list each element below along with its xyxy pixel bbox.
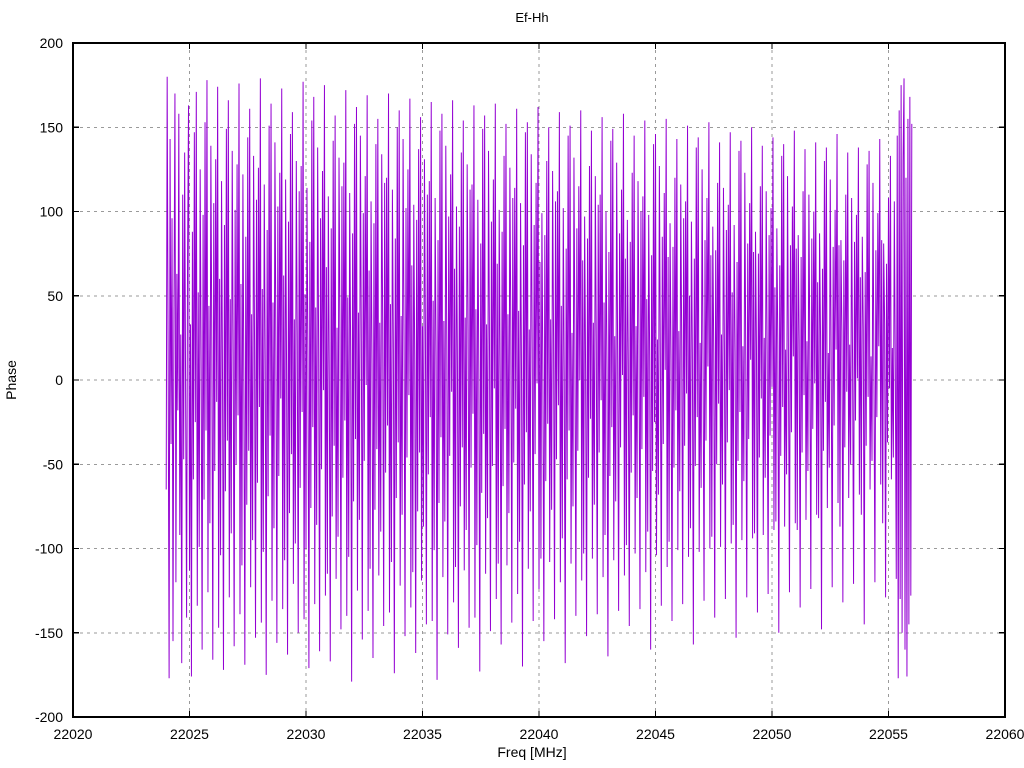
- x-tick-labels: 22020 22025 22030 22035 22040 22045 22050 22055…: [54, 726, 1024, 742]
- y-tick-label: -150: [35, 625, 63, 641]
- x-tick-label: 22035: [403, 726, 442, 742]
- y-tick-label: -200: [35, 709, 63, 725]
- y-tick-label: 200: [40, 35, 64, 51]
- x-tick-label: 22025: [170, 726, 209, 742]
- y-tick-label: -100: [35, 541, 63, 557]
- data-series-group: [165, 76, 913, 682]
- x-tick-label: 22030: [287, 726, 326, 742]
- y-tick-label: -50: [43, 456, 63, 472]
- y-tick-labels: -200 -150 -100 -50 0 50 100 150 200: [35, 35, 63, 725]
- y-tick-label: 150: [40, 119, 64, 135]
- x-axis-title: Freq [MHz]: [497, 744, 566, 760]
- page-title: Ef-Hh: [515, 10, 548, 25]
- x-tick-label: 22055: [869, 726, 908, 742]
- data-series-line: [165, 76, 913, 682]
- x-tick-label: 22040: [520, 726, 559, 742]
- y-tick-label: 50: [47, 288, 63, 304]
- x-tick-label: 22045: [636, 726, 675, 742]
- y-tick-label: 0: [55, 372, 63, 388]
- plot-frame: [72, 42, 1006, 718]
- x-tick-label: 22020: [54, 726, 93, 742]
- y-axis-title: Phase: [3, 360, 19, 400]
- y-tick-label: 100: [40, 204, 64, 220]
- x-tick-label: 22060: [986, 726, 1024, 742]
- x-tick-label: 22050: [753, 726, 792, 742]
